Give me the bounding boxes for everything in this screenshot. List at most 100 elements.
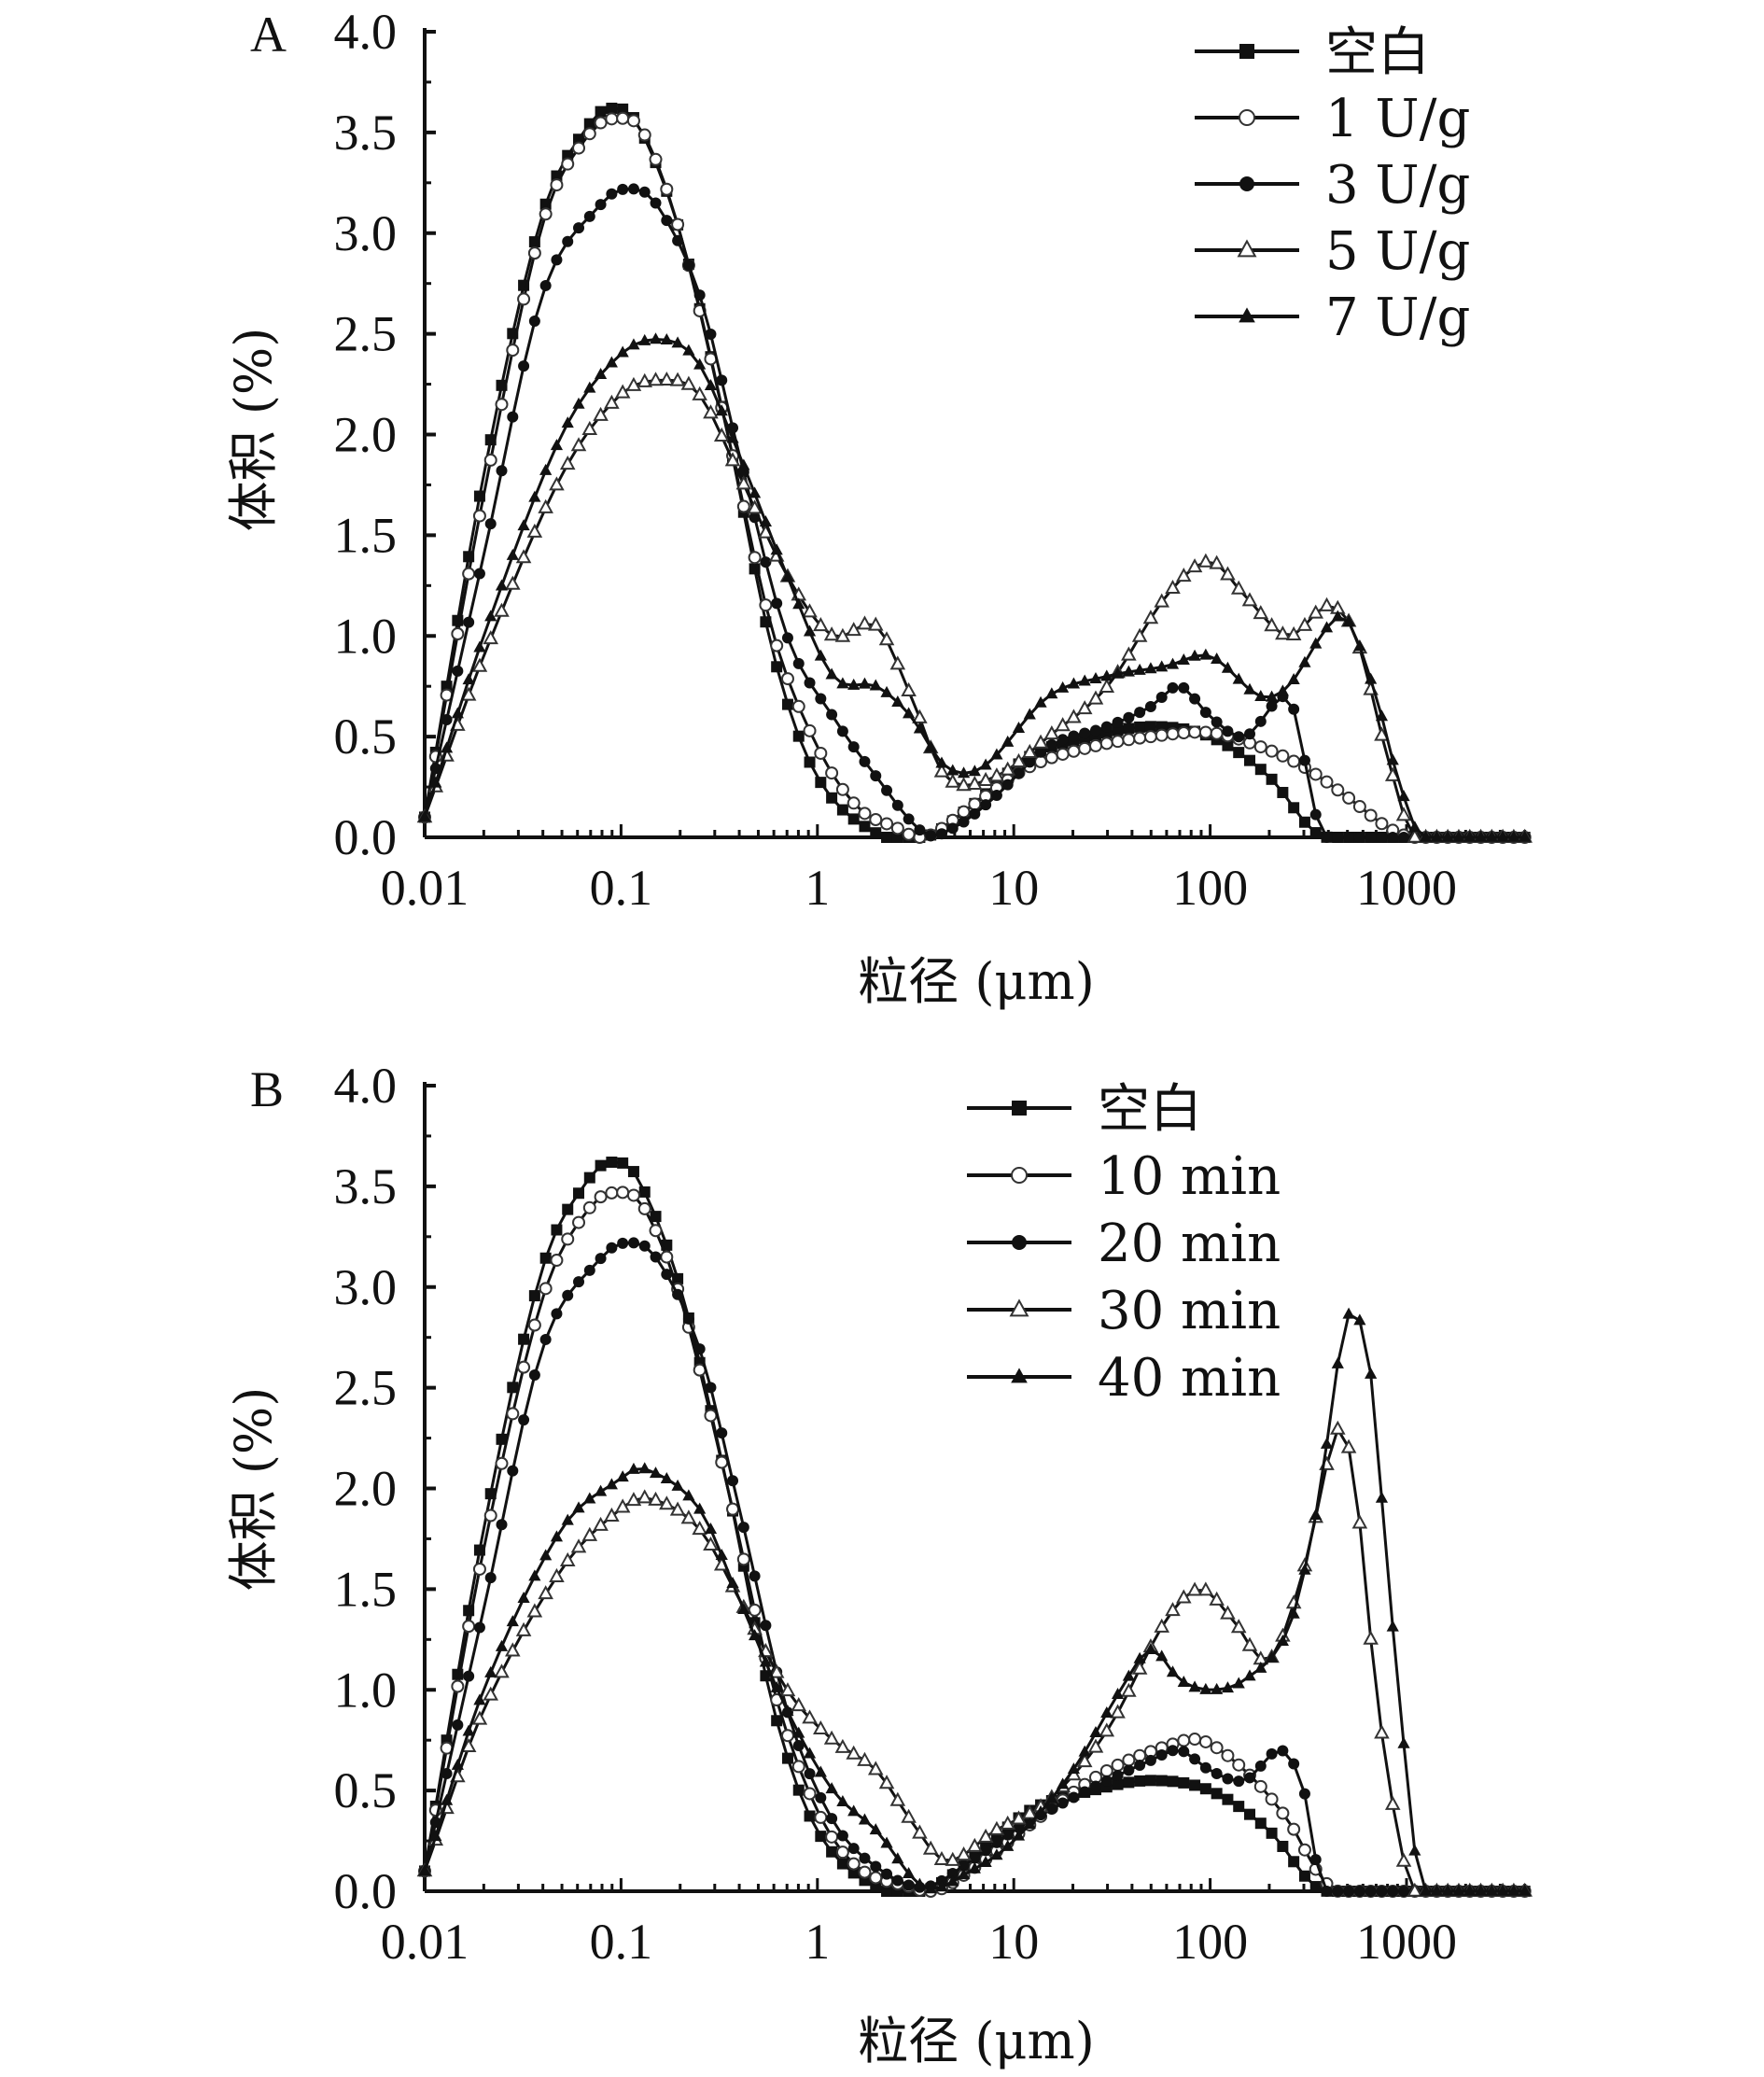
data-point	[1222, 1793, 1234, 1805]
data-point	[825, 766, 839, 780]
data-point	[1144, 1642, 1157, 1654]
data-point	[1001, 1829, 1014, 1841]
data-point	[858, 1865, 872, 1879]
data-point	[1067, 744, 1081, 758]
data-point	[713, 427, 730, 442]
data-point	[1178, 1776, 1190, 1789]
data-point	[869, 679, 882, 691]
data-point	[1266, 700, 1278, 712]
data-point	[1298, 816, 1310, 828]
data-point	[823, 626, 840, 641]
data-point	[1155, 1649, 1169, 1662]
data-point	[1111, 1687, 1125, 1699]
data-point	[1211, 716, 1223, 728]
data-point	[901, 681, 917, 697]
data-point	[1397, 790, 1410, 802]
data-point	[451, 1679, 465, 1693]
data-point	[572, 1501, 585, 1513]
data-point	[561, 1513, 574, 1525]
data-point	[946, 822, 959, 835]
data-point	[1287, 754, 1301, 768]
series-2	[419, 183, 1531, 843]
data-point	[627, 1166, 639, 1178]
legend-item: 1 U/g	[1195, 89, 1470, 149]
data-point	[660, 332, 673, 344]
data-point	[847, 678, 861, 690]
data-point	[922, 1840, 939, 1855]
data-point	[1496, 830, 1509, 842]
data-point	[669, 372, 686, 386]
data-point	[1243, 682, 1256, 695]
data-point	[680, 375, 697, 390]
data-point	[968, 765, 981, 777]
series-1	[418, 111, 1532, 844]
x-tick-label: 0.01	[381, 860, 469, 916]
data-point	[1387, 1886, 1399, 1897]
data-point	[451, 707, 464, 719]
data-point	[1009, 1298, 1029, 1317]
data-point	[505, 1642, 521, 1657]
data-point	[472, 509, 486, 523]
data-point	[1288, 1856, 1300, 1868]
data-point	[847, 1857, 861, 1871]
data-point	[956, 777, 972, 792]
data-point	[779, 1682, 796, 1697]
data-point	[870, 827, 882, 839]
data-point	[1044, 751, 1058, 765]
data-point	[1055, 717, 1071, 732]
data-point	[649, 332, 663, 344]
data-point	[703, 404, 719, 419]
data-point	[617, 1157, 629, 1169]
data-point	[1330, 1420, 1346, 1435]
data-point	[1331, 783, 1345, 797]
data-point	[1321, 1886, 1333, 1897]
x-tick-label: 10	[988, 1914, 1039, 1970]
data-point	[705, 1382, 717, 1394]
data-point	[891, 695, 904, 708]
legend-label: 10 min	[1098, 1146, 1281, 1207]
data-point	[1386, 753, 1399, 765]
data-point	[1178, 681, 1190, 694]
data-point	[1239, 176, 1254, 191]
data-point	[1407, 1882, 1423, 1897]
y-tick-label: 2.0	[334, 407, 398, 463]
x-tick-label: 0.01	[381, 1914, 469, 1970]
data-point	[804, 1768, 816, 1780]
data-point	[483, 1509, 497, 1523]
data-point	[881, 1868, 893, 1880]
data-point	[1211, 1788, 1223, 1800]
data-point	[1363, 1630, 1379, 1645]
x-tick-label: 0.1	[590, 860, 653, 916]
data-point	[1365, 672, 1378, 684]
data-point	[1211, 1768, 1223, 1780]
data-point	[980, 799, 992, 811]
data-point	[881, 832, 893, 843]
data-point	[550, 1530, 564, 1542]
data-point	[1244, 728, 1256, 740]
legend-label: 3 U/g	[1325, 155, 1470, 216]
data-point	[1452, 1884, 1465, 1896]
data-point	[1057, 1777, 1070, 1789]
data-point	[1441, 830, 1454, 842]
data-point	[1144, 721, 1156, 733]
data-point	[507, 411, 519, 423]
data-point	[1079, 727, 1091, 739]
x-tick-label: 100	[1172, 860, 1248, 916]
data-point	[880, 685, 893, 697]
data-point	[990, 1848, 1003, 1860]
data-point	[1353, 1313, 1366, 1326]
y-tick-label: 1.0	[334, 608, 398, 664]
data-point	[1123, 711, 1135, 723]
data-point	[440, 1793, 454, 1805]
data-point	[551, 254, 563, 266]
data-point	[1121, 1682, 1137, 1697]
data-point	[968, 1861, 981, 1874]
data-point	[1254, 1661, 1267, 1673]
data-point	[891, 1874, 903, 1887]
data-point	[582, 1200, 596, 1214]
data-point	[517, 1360, 531, 1374]
data-point	[1276, 749, 1290, 763]
data-point	[1211, 1682, 1224, 1694]
y-tick-label: 1.0	[334, 1662, 398, 1718]
